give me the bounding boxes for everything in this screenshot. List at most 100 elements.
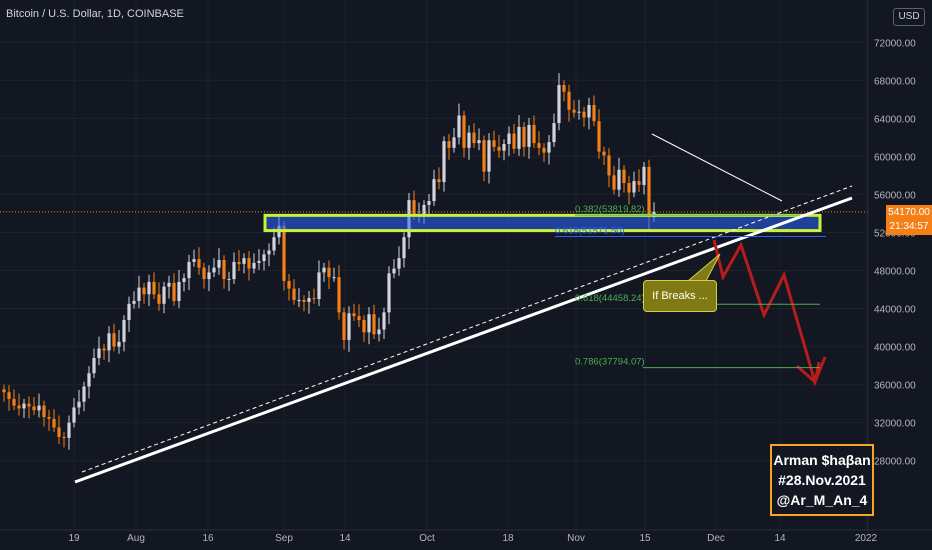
currency-button[interactable]: USD [893,8,925,26]
candle [322,262,326,282]
candle-body [207,272,211,280]
y-tick-label: 48000.00 [874,267,916,278]
callout-pointer [686,253,721,282]
candle [392,259,396,279]
candle [482,135,486,182]
candle-body [142,287,146,295]
candle [37,393,41,418]
candle-body [392,268,396,274]
candle-body [412,200,416,216]
candle [207,265,211,291]
candle [517,115,521,156]
candle-body [192,259,196,262]
candle [122,315,126,352]
candle [367,307,371,345]
candle-body [347,313,351,340]
candle-body [72,407,76,423]
candle-body [132,300,136,304]
candle [572,100,576,118]
candle-body [427,201,431,205]
candle [612,165,616,195]
candle [507,126,511,156]
candle [152,272,156,300]
candle-body [422,204,426,215]
candle [32,396,36,416]
x-tick-label: Dec [707,533,725,544]
candle-body [552,123,556,143]
candle-body [7,392,11,399]
candle [102,343,106,360]
candle-body [617,169,621,190]
x-tick-label: Aug [127,533,145,544]
candle [137,275,141,309]
candle [17,393,21,416]
candle [547,134,551,165]
candle [262,249,266,271]
x-tick-label: Nov [567,533,585,544]
candle-body [332,277,336,279]
candle [292,279,296,305]
time-axis[interactable]: 19 Aug 16 Sep 14 Oct 18 Nov 15 Dec 14 2022 [68,533,877,544]
candle-body [327,267,331,278]
candle [552,113,556,147]
author-name: Arman $haβan [773,452,871,468]
candle-body [22,403,26,409]
candle [272,227,276,256]
candle [587,97,591,130]
candle-body [582,111,586,118]
candle [22,398,26,418]
candle [187,254,191,291]
candle-body [507,133,511,145]
candle [387,266,391,325]
candle [487,133,491,184]
candle [127,296,131,332]
candle-body [147,281,151,295]
candle-body [602,151,606,156]
chart-title: Bitcoin / U.S. Dollar, 1D, COINBASE [6,8,184,20]
projection-path [712,239,827,387]
x-tick-label: 19 [68,533,80,544]
candle-body [317,272,321,300]
candle-body [497,146,501,151]
candle-body [232,261,236,280]
candle-body [647,166,651,218]
candle [457,103,461,145]
candle-body [167,282,171,287]
candle-body [362,319,366,333]
bar-countdown: 21:34:57 [889,221,929,232]
author-handle: @Ar_M_An_4 [776,492,868,508]
candles [2,73,656,450]
x-tick-label: Oct [419,533,435,544]
candle [352,303,356,321]
candle-body [122,319,126,342]
candle [602,146,606,165]
candle [252,253,256,274]
candle-body [97,348,101,359]
candle-body [92,358,96,374]
candle-body [37,405,41,411]
candle [172,273,176,306]
candle [567,84,571,122]
candle-body [197,259,201,268]
candle-body [372,314,376,335]
candle [627,175,631,205]
candle-body [367,314,371,333]
candle [112,323,116,352]
candle-body [102,348,106,351]
candle-body [17,405,21,409]
candle [212,258,216,278]
candle [342,307,346,350]
candle [327,260,331,290]
candle [57,415,61,445]
candle [377,317,381,342]
candle [157,282,161,311]
candle-body [612,175,616,190]
candle [492,130,496,152]
candle-body [137,287,141,301]
candle-body [512,133,516,149]
candle [147,274,151,307]
candle-body [637,181,641,185]
candle [97,336,101,366]
candle-body [492,140,496,147]
